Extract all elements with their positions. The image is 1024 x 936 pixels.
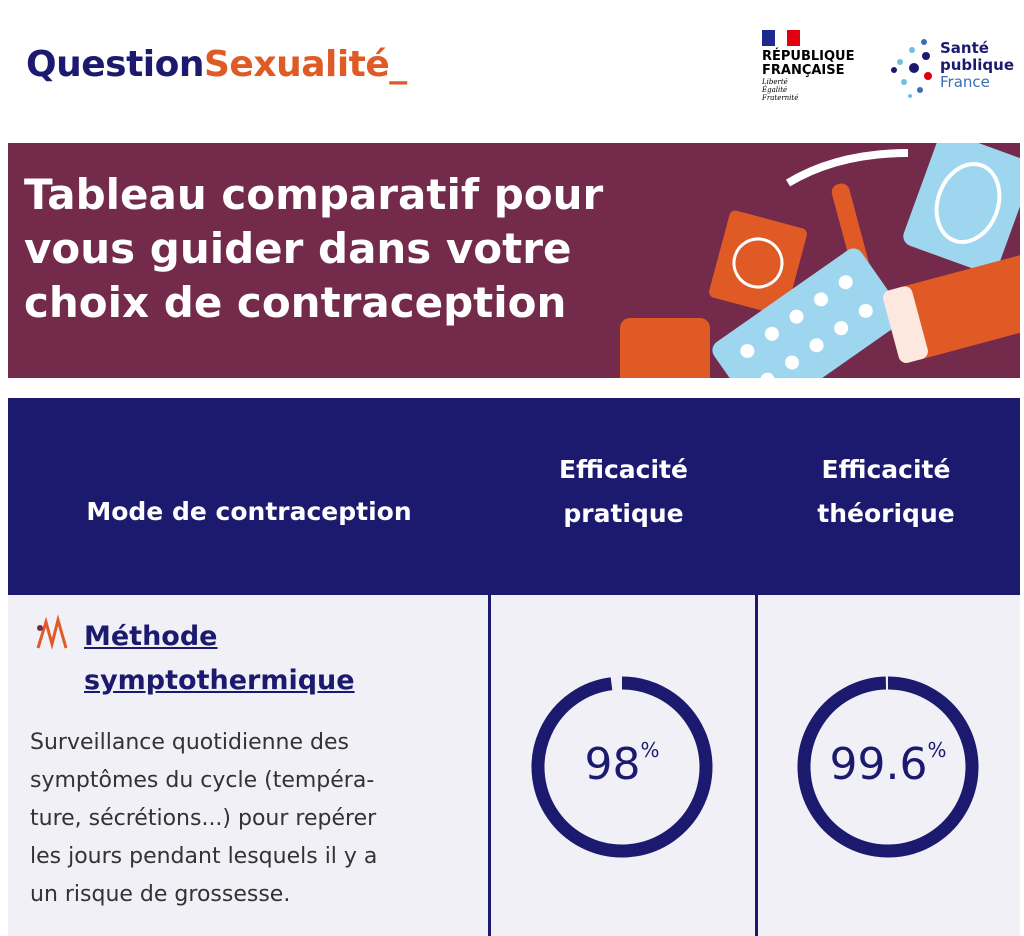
- method-link[interactable]: Méthode symptothermique: [84, 615, 355, 703]
- desc-line: les jours pendant lesquels il y a: [30, 844, 378, 869]
- efficacy-value: 99.6%: [788, 738, 988, 790]
- spf-dots: [891, 39, 932, 98]
- republique-logo: RÉPUBLIQUE FRANÇAISE Liberté Égalité Fra…: [762, 30, 855, 102]
- rf-motto: Liberté: [762, 78, 788, 86]
- desc-line: symptômes du cycle (tempéra-: [30, 768, 375, 793]
- efficacy-value: 98%: [522, 738, 722, 790]
- spf-text: Santé: [940, 39, 989, 57]
- desc-line: un risque de grossesse.: [30, 882, 291, 907]
- value: 98: [584, 739, 641, 790]
- spf-logo: Santé publique France: [940, 40, 1014, 91]
- column-header: Efficacité pratique: [559, 455, 688, 528]
- flag: [762, 30, 800, 46]
- spf-text: publique: [940, 56, 1015, 74]
- banner-illustration: [620, 143, 1020, 378]
- rings: [531, 676, 979, 858]
- unit: %: [927, 738, 947, 762]
- table-row: [8, 595, 1020, 936]
- method-icon: [36, 614, 68, 650]
- banner: [8, 143, 1020, 378]
- table-header: [8, 398, 1020, 595]
- method-line: symptothermique: [84, 665, 355, 696]
- title-line: Tableau comparatif pour: [24, 170, 604, 219]
- rf-motto: Fraternité: [762, 94, 799, 102]
- efficacy-ring: [531, 676, 713, 858]
- logo-part: Question: [26, 44, 205, 85]
- column-divider: [755, 595, 758, 936]
- title-line: vous guider dans votre: [24, 224, 572, 273]
- column-header: Mode de contraception: [86, 497, 412, 526]
- value: 99.6: [829, 739, 928, 790]
- rf-text: FRANÇAISE: [762, 63, 845, 78]
- banner-title: Tableau comparatif pour vous guider dans…: [24, 168, 603, 330]
- title-line: choix de contraception: [24, 278, 567, 327]
- rf-text: RÉPUBLIQUE: [762, 49, 855, 64]
- site-logo[interactable]: QuestionSexualité_: [26, 44, 407, 85]
- method-description: Surveillance quotidienne des symptômes d…: [30, 724, 377, 914]
- logo-part: Sexualité_: [204, 44, 407, 85]
- unit: %: [640, 738, 660, 762]
- desc-line: Surveillance quotidienne des: [30, 730, 349, 755]
- efficacy-ring: [797, 676, 979, 858]
- column-header: Efficacité théorique: [817, 455, 955, 528]
- column-divider: [488, 595, 491, 936]
- method-line: Méthode: [84, 621, 218, 652]
- desc-line: ture, sécrétions...) pour repérer: [30, 806, 377, 831]
- spf-text: France: [940, 73, 990, 91]
- rf-motto: Égalité: [762, 86, 788, 94]
